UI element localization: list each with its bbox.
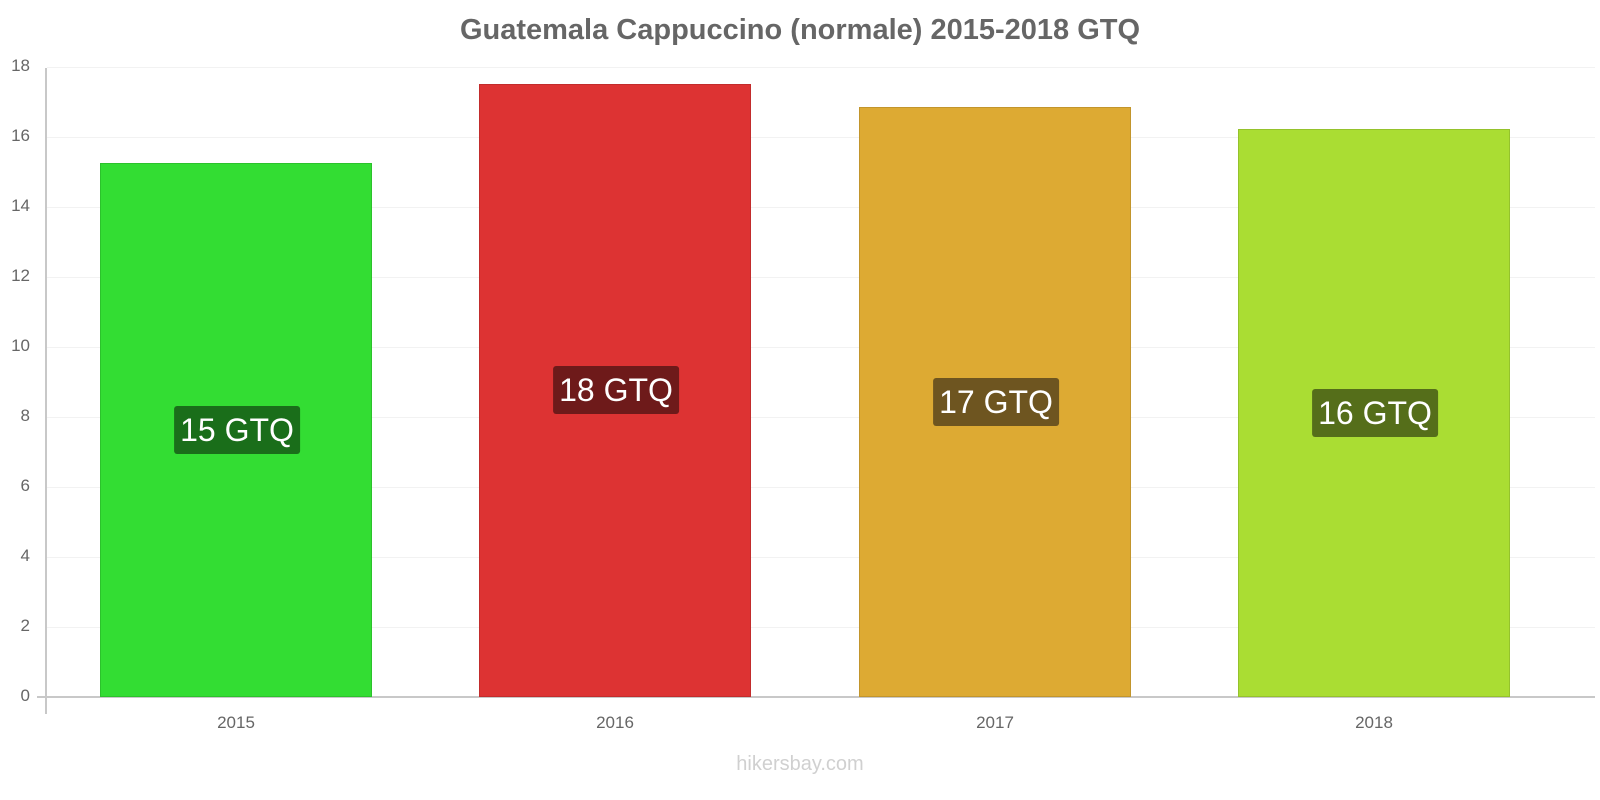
x-tick-label: 2016: [596, 713, 634, 732]
gridline: [47, 347, 1595, 348]
gridline: [47, 137, 1595, 138]
y-tick-label: 0: [20, 686, 30, 705]
y-tick-label: 2: [20, 616, 30, 635]
bar-value-label: 15 GTQ: [174, 406, 300, 454]
y-tick-label: 10: [11, 336, 30, 355]
x-tick-label: 2018: [1355, 713, 1393, 732]
bar-value-label: 17 GTQ: [933, 378, 1059, 426]
gridline: [47, 277, 1595, 278]
y-tick-label: 12: [11, 266, 30, 285]
watermark: hikersbay.com: [736, 753, 864, 775]
y-tick-label: 18: [11, 56, 30, 75]
gridline: [47, 207, 1595, 208]
bar-2015[interactable]: [100, 163, 372, 697]
x-tick-label: 2017: [976, 713, 1014, 732]
y-tick-label: 8: [20, 406, 30, 425]
x-axis-line: [37, 696, 1595, 698]
y-axis-line: [45, 68, 47, 714]
y-tick-label: 16: [11, 126, 30, 145]
gridline: [47, 557, 1595, 558]
bar-value-label: 18 GTQ: [553, 366, 679, 414]
x-tick-label: 2015: [217, 713, 255, 732]
gridline: [47, 67, 1595, 68]
gridline: [47, 487, 1595, 488]
y-tick-label: 6: [20, 476, 30, 495]
gridline: [47, 627, 1595, 628]
chart-title: Guatemala Cappuccino (normale) 2015-2018…: [459, 14, 1141, 46]
y-tick-label: 4: [20, 546, 30, 565]
gridline: [47, 417, 1595, 418]
bar-value-label: 16 GTQ: [1312, 389, 1438, 437]
y-tick-label: 14: [11, 196, 30, 215]
